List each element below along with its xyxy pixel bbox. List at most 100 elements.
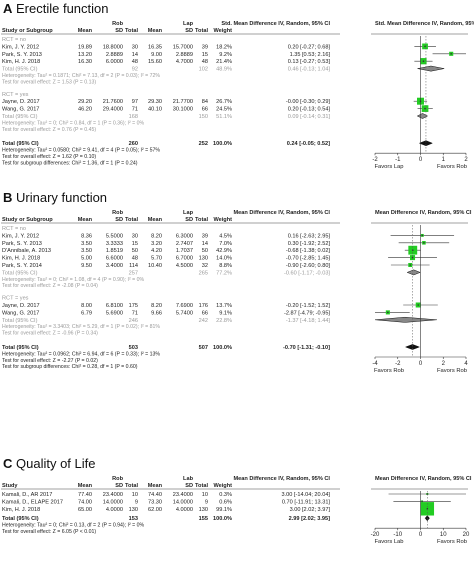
overall-total-ci: 2.99 [2.02; 3.95] bbox=[289, 516, 330, 522]
study-estimate-point bbox=[409, 264, 412, 266]
subgroup-heterogeneity: Heterogeneity: Tau² = 0; Chi² = 1.08, df… bbox=[2, 277, 144, 283]
sd-header: SD bbox=[115, 483, 123, 489]
total-value: 175 bbox=[129, 303, 138, 309]
total-value: 30 bbox=[132, 233, 138, 239]
total-value: 97 bbox=[132, 99, 138, 105]
sd-value: 18.8000 bbox=[103, 44, 123, 50]
group-header-control: Lap bbox=[183, 210, 194, 216]
study-name: Park, S. Y. 2013 bbox=[2, 52, 42, 58]
effect-header: Mean Difference IV, Random, 95% CI bbox=[234, 476, 331, 482]
mean-value: 8.20 bbox=[151, 233, 162, 239]
group-header-experimental: Rob bbox=[112, 210, 123, 216]
subgroup-total-n: 242 bbox=[199, 318, 208, 324]
sd-value: 4.7000 bbox=[176, 59, 193, 65]
sd-value: 23.4000 bbox=[103, 492, 123, 498]
ci-value: -0.70 [-2.85; 1.45] bbox=[286, 256, 331, 262]
overall-total-n: 252 bbox=[199, 141, 208, 147]
overall-heterogeneity: Heterogeneity: Tau² = 0.0962; Chi² = 6.9… bbox=[2, 351, 160, 357]
study-name: Kamali, D., AR 2017 bbox=[2, 492, 52, 498]
total-header: Total bbox=[195, 217, 208, 223]
x-tick-label: 2 bbox=[442, 361, 446, 367]
study-estimate-point bbox=[422, 60, 425, 62]
sd-value: 14.0000 bbox=[103, 499, 123, 505]
group-header-control: Lab bbox=[183, 476, 194, 482]
favors-left-label: Favors Lap bbox=[375, 164, 404, 170]
mean-value: 8.00 bbox=[81, 303, 92, 309]
x-tick-label: 0 bbox=[419, 157, 423, 163]
study-name: Park, S. Y. 2014 bbox=[2, 263, 42, 269]
weight-value: 18.2% bbox=[216, 44, 232, 50]
subgroup-total-n: 150 bbox=[199, 114, 208, 120]
x-tick-label: -1 bbox=[395, 157, 401, 163]
ci-value: 1.35 [0.53; 2.16] bbox=[290, 52, 331, 58]
ci-value: 3.00 [-14.04; 20.04] bbox=[281, 492, 330, 498]
x-tick-label: -2 bbox=[372, 157, 378, 163]
weight-value: 14.0% bbox=[216, 256, 232, 262]
subgroup-difference-test: Test for subgroup differences: Chi² = 0.… bbox=[2, 364, 138, 370]
sd-value: 15.7000 bbox=[173, 44, 193, 50]
overall-diamond bbox=[404, 344, 421, 350]
weight-header: Weight bbox=[213, 217, 232, 223]
study-name: Kamali, D., ELAPE 2017 bbox=[2, 499, 63, 505]
study-name: Wang, G. 2017 bbox=[2, 107, 39, 113]
subgroup-label: RCT = no bbox=[2, 226, 26, 232]
panel-letter: A bbox=[3, 1, 13, 16]
overall-heterogeneity: Heterogeneity: Tau² = 0.0580; Chi² = 9.4… bbox=[2, 148, 160, 154]
group-header-experimental: Rob bbox=[112, 476, 123, 482]
ci-value: 0.20 [-0.27; 0.68] bbox=[288, 44, 331, 50]
weight-value: 24.5% bbox=[216, 107, 232, 113]
subgroup-total-ci: 0.09 [-0.14; 0.31] bbox=[288, 114, 331, 120]
mean-value: 3.20 bbox=[151, 241, 162, 247]
plot-header: Std. Mean Difference IV, Random, 95% CI bbox=[375, 21, 474, 27]
subgroup-total-n: 257 bbox=[129, 270, 138, 276]
total-value: 14 bbox=[202, 241, 208, 247]
study-estimate-point bbox=[426, 508, 429, 510]
total-value: 10 bbox=[202, 492, 208, 498]
subgroup-total-ci: -1.37 [-4.18; 1.44] bbox=[286, 318, 331, 324]
weight-value: 0.3% bbox=[219, 492, 232, 498]
mean-value: 46.20 bbox=[78, 107, 92, 113]
subgroup-heterogeneity: Heterogeneity: Tau² = 3.3403; Chi² = 5.2… bbox=[2, 324, 160, 330]
total-value: 30 bbox=[132, 44, 138, 50]
mean-value: 3.50 bbox=[81, 248, 92, 254]
x-tick-label: -10 bbox=[393, 532, 402, 538]
favors-left-label: Favors Rob bbox=[374, 368, 404, 374]
mean-value: 77.40 bbox=[78, 492, 92, 498]
total-value: 15 bbox=[132, 241, 138, 247]
ci-value: -0.20 [-1.52; 1.52] bbox=[286, 303, 331, 309]
sd-header: SD bbox=[185, 217, 193, 223]
mean-value: 4.20 bbox=[151, 248, 162, 254]
weight-value: 9.2% bbox=[219, 52, 232, 58]
mean-value: 73.30 bbox=[148, 499, 162, 505]
overall-total-weight: 100.0% bbox=[213, 345, 232, 351]
sd-value: 3.3333 bbox=[106, 241, 123, 247]
overall-heterogeneity: Heterogeneity: Tau² = 0; Chi² = 0.13, df… bbox=[2, 523, 144, 529]
weight-header: Weight bbox=[213, 28, 232, 34]
subgroup-total-label: Total (95% CI) bbox=[2, 114, 38, 120]
subgroup-total-ci: -0.60 [-1.17; -0.03] bbox=[284, 270, 330, 276]
weight-value: 99.1% bbox=[216, 507, 232, 513]
sd-value: 29.4000 bbox=[103, 107, 123, 113]
sd-value: 2.8889 bbox=[106, 52, 123, 58]
sd-value: 14.0000 bbox=[173, 499, 193, 505]
overall-effect-test: Test for overall effect: Z = -2.27 (P = … bbox=[2, 358, 98, 364]
mean-value: 74.00 bbox=[78, 499, 92, 505]
study-name: Wang, G. 2017 bbox=[2, 310, 39, 316]
favors-right-label: Favors Rob bbox=[437, 539, 467, 545]
mean-value: 13.20 bbox=[78, 52, 92, 58]
group-header-control: Lap bbox=[183, 21, 194, 27]
total-header: Total bbox=[195, 483, 208, 489]
mean-header: Mean bbox=[78, 217, 93, 223]
mean-value: 65.00 bbox=[78, 507, 92, 513]
overall-total-n: 155 bbox=[199, 516, 208, 522]
mean-value: 40.10 bbox=[148, 107, 162, 113]
total-header: Total bbox=[195, 28, 208, 34]
total-value: 176 bbox=[199, 303, 208, 309]
x-tick-label: -4 bbox=[372, 361, 378, 367]
mean-value: 62.00 bbox=[148, 507, 162, 513]
mean-value: 19.89 bbox=[78, 44, 92, 50]
study-estimate-point bbox=[424, 45, 426, 48]
overall-total-n: 507 bbox=[199, 345, 208, 351]
x-tick-label: 0 bbox=[419, 361, 423, 367]
total-value: 71 bbox=[132, 107, 138, 113]
